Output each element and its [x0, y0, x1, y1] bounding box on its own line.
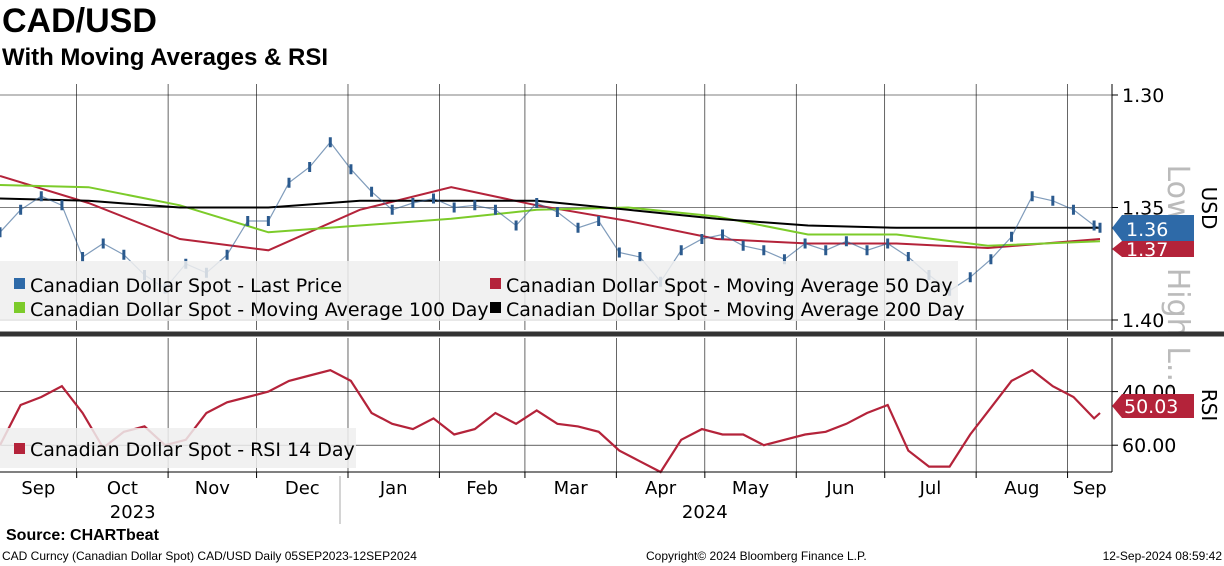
price-last-value: 1.36 [1126, 219, 1168, 241]
x-year-label: 2023 [110, 502, 156, 523]
legend-label-ma200: Canadian Dollar Spot - Moving Average 20… [506, 299, 965, 321]
x-tick-label: May [732, 478, 770, 499]
footer-timestamp: 12-Sep-2024 08:59:42 [1102, 549, 1222, 563]
legend-label-rsi: Canadian Dollar Spot - RSI 14 Day [30, 439, 355, 461]
x-tick-label: Jul [919, 478, 942, 499]
x-axis-ticks: Sep Oct Nov Dec Jan Feb Mar Apr May Jun Jul Aug Sep 2… [21, 472, 1107, 523]
legend-swatch-price [14, 278, 25, 289]
x-tick-label: Nov [195, 478, 230, 499]
x-tick-label: Jun [825, 478, 854, 499]
x-tick-label: Jan [379, 478, 408, 499]
rsi-last-value: 50.03 [1124, 396, 1178, 418]
legend-swatch-ma100 [14, 302, 25, 313]
ma50-last-badge: 1.37 [1112, 239, 1194, 261]
rsi-axis-label: RSI [1197, 389, 1221, 422]
x-tick-label: Apr [645, 478, 677, 499]
legend-label-ma50: Canadian Dollar Spot - Moving Average 50… [506, 275, 953, 297]
x-tick-label: Sep [1073, 478, 1107, 499]
source-note: Source: CHARTbeat [6, 527, 159, 544]
x-year-label: 2024 [682, 502, 728, 523]
footer-copyright: Copyright© 2024 Bloomberg Finance L.P. [646, 549, 867, 563]
rsi-tick-label: 60.00 [1122, 435, 1176, 457]
footer-description: CAD Curncy (Canadian Dollar Spot) CAD/US… [2, 549, 417, 563]
chart-subtitle: With Moving Averages & RSI [2, 44, 329, 71]
legend-label-price: Canadian Dollar Spot - Last Price [30, 275, 342, 297]
ma50-last-value: 1.37 [1126, 239, 1168, 261]
legend-swatch-ma200 [490, 302, 501, 313]
x-tick-label: Sep [21, 478, 55, 499]
price-tick-label: 1.40 [1122, 310, 1164, 332]
x-tick-label: Feb [466, 478, 498, 499]
legend-swatch-ma50 [490, 278, 501, 289]
price-last-badge: 1.36 [1112, 215, 1194, 241]
x-tick-label: Dec [285, 478, 320, 499]
price-axis-label: USD [1197, 187, 1221, 230]
rsi-last-badge: 50.03 [1112, 394, 1194, 418]
inverted-axis-note: Low = High L... [1160, 164, 1195, 391]
price-y-ticks: 1.30 1.35 1.40 [1112, 85, 1164, 332]
legend-swatch-rsi [14, 443, 25, 454]
x-tick-label: Aug [1004, 478, 1039, 499]
price-legend [0, 261, 958, 321]
rsi-legend [0, 428, 356, 468]
x-tick-label: Mar [554, 478, 589, 499]
price-tick-label: 1.35 [1122, 198, 1164, 220]
legend-label-ma100: Canadian Dollar Spot - Moving Average 10… [30, 299, 489, 321]
ma100-line [0, 184, 1101, 247]
price-tick-label: 1.30 [1122, 85, 1164, 107]
x-tick-label: Oct [107, 478, 138, 499]
chart-title: CAD/USD [2, 2, 157, 40]
